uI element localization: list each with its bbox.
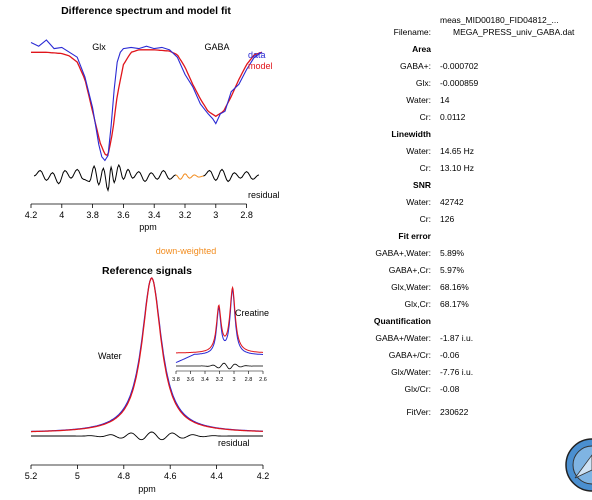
info-row-value: -0.000702 (440, 61, 479, 71)
info-row-value: 14.65 Hz (440, 146, 475, 156)
info-row-value: 68.17% (440, 299, 469, 309)
x-tick-label: 3.2 (216, 377, 224, 383)
fitver-label: FitVer: (406, 407, 431, 417)
glx-peak-label: Glx (92, 42, 106, 52)
info-row-value: -0.08 (440, 384, 460, 394)
residual-downweighted-line (175, 173, 204, 180)
filename-label: Filename: (393, 27, 431, 37)
legend-model: model (248, 61, 273, 71)
water-peak-label: Water (98, 351, 122, 361)
x-tick-label: 3 (232, 377, 235, 383)
x-tick-label: 5.2 (25, 471, 38, 481)
info-row-label: Glx: (415, 78, 431, 88)
x-tick-label: 4.2 (25, 210, 38, 220)
info-row-label: Water: (406, 197, 431, 207)
legend-data: data (248, 50, 266, 60)
info-row-label: GABA+,Cr: (388, 265, 431, 275)
residual-line (31, 431, 263, 441)
gaba-peak-label: GABA (204, 42, 229, 52)
x-tick-label: 3.8 (172, 377, 180, 383)
difference-spectrum-chart: Difference spectrum and model fit Glx GABA… (25, 5, 280, 256)
info-row-value: 14 (440, 95, 450, 105)
fitver-value: 230622 (440, 407, 469, 417)
reference-signals-chart: Reference signals residual Water 5.2 5 4.8 4.6… (25, 265, 270, 494)
x-axis-title: ppm (139, 222, 157, 232)
chart-title: Difference spectrum and model fit (61, 5, 231, 17)
info-row-label: Cr: (419, 112, 431, 122)
info-row-value: 5.97% (440, 265, 465, 275)
info-row-value: 5.89% (440, 248, 465, 258)
section-header: Quantification (373, 316, 431, 326)
x-tick-label: 5 (75, 471, 80, 481)
info-row-label: Cr: (419, 214, 431, 224)
info-row-value: 42742 (440, 197, 464, 207)
x-tick-label: 2.6 (259, 377, 267, 383)
section-header: Linewidth (391, 129, 431, 139)
info-row-value: 13.10 Hz (440, 163, 475, 173)
legend-residual: residual (248, 190, 280, 200)
info-row-label: Water: (406, 146, 431, 156)
info-row-value: -0.06 (440, 350, 460, 360)
filename-value-line2: MEGA_PRESS_univ_GABA.dat (453, 27, 575, 37)
info-row-value: 0.0112 (440, 112, 466, 122)
x-tick-label: 3.8 (86, 210, 99, 220)
x-axis-title: ppm (138, 484, 156, 494)
info-row-value: 126 (440, 214, 455, 224)
x-tick-label: 4.2 (257, 471, 270, 481)
x-tick-label: 4.8 (118, 471, 131, 481)
info-row-value: -1.87 i.u. (440, 333, 474, 343)
info-row-label: GABA+/Cr: (388, 350, 431, 360)
x-tick-label: 3.4 (148, 210, 161, 220)
section-header: Area (412, 44, 431, 54)
magnifier-logo (565, 438, 592, 492)
x-tick-label: 3.6 (187, 377, 195, 383)
info-row-label: Water: (406, 95, 431, 105)
legend-residual: residual (218, 438, 250, 448)
section-header: Fit error (398, 231, 431, 241)
residual-line (33, 163, 176, 193)
x-tick-label: 4.4 (210, 471, 223, 481)
info-row-value: -0.000859 (440, 78, 479, 88)
x-tick-label: 3.4 (201, 377, 209, 383)
chart-title: Reference signals (102, 265, 192, 277)
creatine-data-line (175, 289, 263, 364)
water-model-line (31, 277, 263, 433)
creatine-model-line (176, 285, 263, 354)
model-series-line (31, 49, 263, 157)
info-row-label: Glx/Cr: (404, 384, 431, 394)
residual-line (203, 168, 260, 183)
info-row-label: GABA+,Water: (375, 248, 431, 258)
filename-value-line1: meas_MID00180_FID04812_... (440, 15, 559, 25)
section-header: SNR (413, 180, 431, 190)
info-row-label: Glx,Water: (391, 282, 431, 292)
x-tick-label: 4 (59, 210, 64, 220)
downweighted-annotation: down-weighted (156, 246, 217, 256)
x-tick-label: 2.8 (240, 210, 253, 220)
x-tick-label: 4.6 (164, 471, 177, 481)
info-row-label: Glx/Water: (391, 367, 431, 377)
info-row-value: 68.16% (440, 282, 469, 292)
info-row-label: GABA+: (400, 61, 431, 71)
creatine-inset-chart: Creatine 3.8 3.6 3.4 3.2 3 2.8 2.6 (172, 285, 269, 383)
info-row-label: GABA+/Water: (375, 333, 431, 343)
x-tick-label: 2.8 (245, 377, 253, 383)
x-tick-label: 3.2 (179, 210, 192, 220)
data-series-line (30, 39, 263, 162)
creatine-residual-line (176, 362, 263, 370)
x-tick-label: 3.6 (117, 210, 130, 220)
info-row-label: Glx,Cr: (404, 299, 431, 309)
info-row-value: -7.76 i.u. (440, 367, 474, 377)
info-row-label: Cr: (419, 163, 431, 173)
x-tick-label: 3 (213, 210, 218, 220)
creatine-peak-label: Creatine (235, 308, 269, 318)
logo-glint (574, 454, 592, 479)
